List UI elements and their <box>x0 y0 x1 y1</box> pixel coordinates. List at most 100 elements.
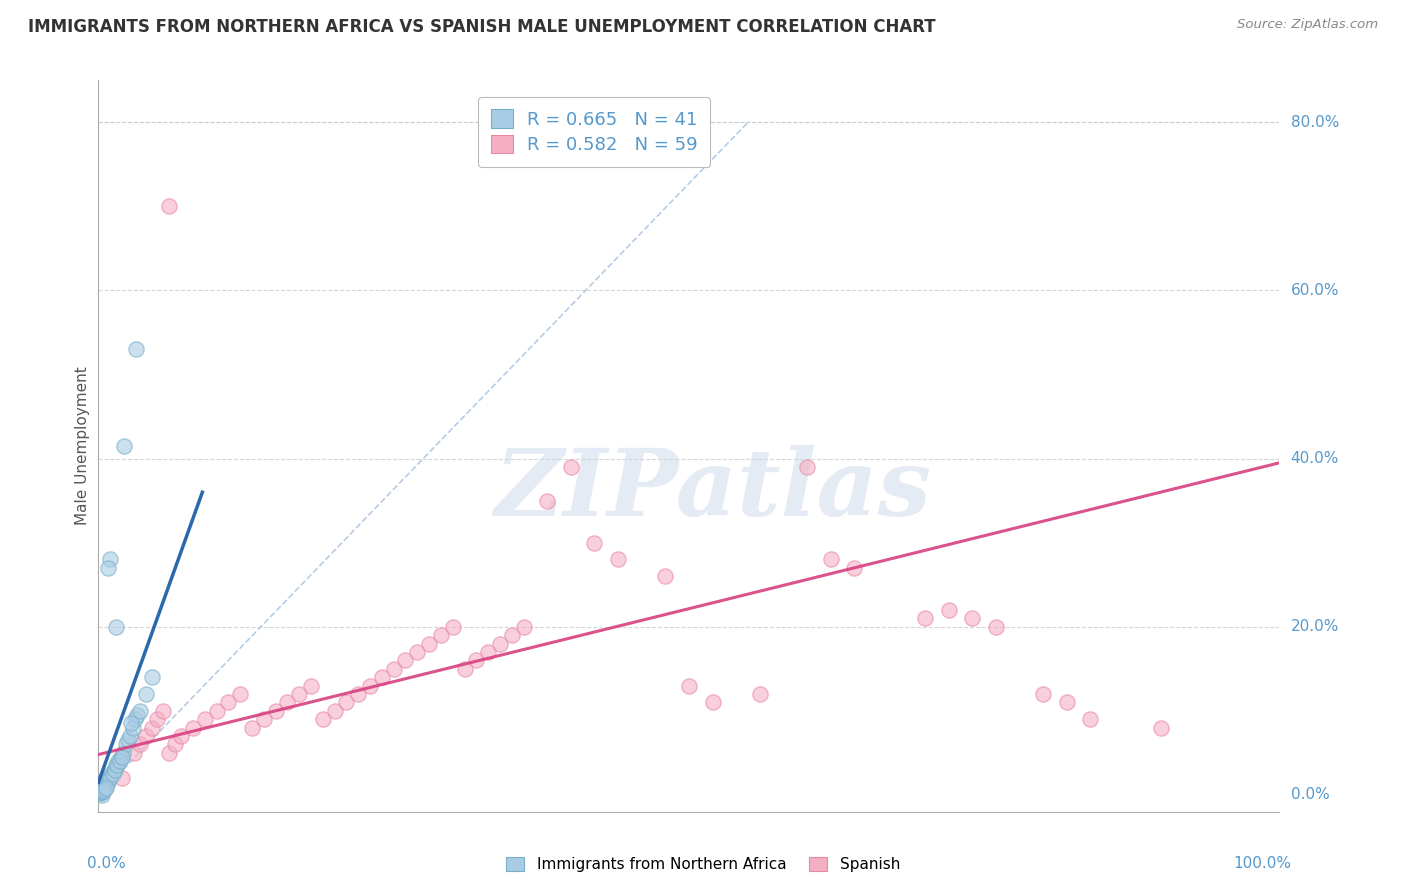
Point <box>165 738 187 752</box>
Point <box>90 783 112 797</box>
Point <box>104 763 127 777</box>
Point <box>288 687 311 701</box>
Point <box>418 636 440 650</box>
Point <box>394 653 416 667</box>
Point <box>93 782 115 797</box>
Point <box>844 561 866 575</box>
Y-axis label: Male Unemployment: Male Unemployment <box>75 367 90 525</box>
Point <box>124 712 146 726</box>
Point <box>217 695 239 709</box>
Point <box>114 738 136 752</box>
Point <box>702 695 724 709</box>
Point <box>512 620 534 634</box>
Point <box>276 695 298 709</box>
Point <box>489 636 512 650</box>
Text: Source: ZipAtlas.com: Source: ZipAtlas.com <box>1237 18 1378 31</box>
Point <box>107 754 129 768</box>
Point <box>938 603 960 617</box>
Point <box>194 712 217 726</box>
Point <box>914 611 936 625</box>
Point <box>141 721 163 735</box>
Point <box>607 552 630 566</box>
Text: 40.0%: 40.0% <box>1291 451 1339 467</box>
Point <box>108 754 131 768</box>
Point <box>240 721 263 735</box>
Point <box>820 552 842 566</box>
Text: 0.0%: 0.0% <box>1291 788 1329 803</box>
Point <box>253 712 276 726</box>
Point <box>430 628 453 642</box>
Point <box>382 662 405 676</box>
Text: 0.0%: 0.0% <box>87 855 125 871</box>
Point <box>90 785 112 799</box>
Point <box>984 620 1007 634</box>
Point <box>501 628 523 642</box>
Point <box>98 552 121 566</box>
Point <box>112 439 135 453</box>
Point <box>96 775 118 789</box>
Point <box>93 780 115 794</box>
Point <box>121 721 143 735</box>
Point <box>796 460 818 475</box>
Point <box>406 645 429 659</box>
Point <box>157 746 180 760</box>
Point <box>100 767 122 781</box>
Point <box>312 712 335 726</box>
Point <box>91 784 114 798</box>
Legend: R = 0.665   N = 41, R = 0.582   N = 59: R = 0.665 N = 41, R = 0.582 N = 59 <box>478 96 710 167</box>
Point <box>97 775 120 789</box>
Point <box>111 750 134 764</box>
Point <box>962 611 984 625</box>
Point <box>127 708 149 723</box>
Point <box>1150 721 1173 735</box>
Point <box>536 493 558 508</box>
Text: ZIPatlas: ZIPatlas <box>494 445 931 535</box>
Point <box>335 695 357 709</box>
Point <box>97 561 120 575</box>
Point <box>157 199 180 213</box>
Point <box>1080 712 1102 726</box>
Point <box>560 460 582 475</box>
Point <box>654 569 676 583</box>
Point <box>98 771 121 785</box>
Point <box>264 704 287 718</box>
Point <box>323 704 346 718</box>
Point <box>170 729 193 743</box>
Point <box>91 783 114 797</box>
Point <box>98 771 121 785</box>
Point <box>477 645 499 659</box>
Point <box>371 670 394 684</box>
Point <box>748 687 770 701</box>
Point <box>89 786 111 800</box>
Point <box>112 746 135 760</box>
Text: 100.0%: 100.0% <box>1233 855 1291 871</box>
Point <box>181 721 204 735</box>
Point <box>125 343 148 357</box>
Point <box>678 679 700 693</box>
Point <box>128 738 150 752</box>
Point <box>141 670 163 684</box>
Point <box>120 729 142 743</box>
Point <box>110 750 132 764</box>
Point <box>229 687 252 701</box>
Point <box>117 733 139 747</box>
Point <box>94 780 117 794</box>
Point <box>359 679 381 693</box>
Point <box>105 620 128 634</box>
Point <box>152 704 174 718</box>
Text: 60.0%: 60.0% <box>1291 283 1339 298</box>
Point <box>205 704 228 718</box>
Text: 80.0%: 80.0% <box>1291 115 1339 130</box>
Point <box>135 729 157 743</box>
Point <box>105 758 128 772</box>
Point <box>91 781 114 796</box>
Point <box>1032 687 1054 701</box>
Point <box>299 679 322 693</box>
Point <box>135 687 157 701</box>
Point <box>128 704 150 718</box>
Text: IMMIGRANTS FROM NORTHERN AFRICA VS SPANISH MALE UNEMPLOYMENT CORRELATION CHART: IMMIGRANTS FROM NORTHERN AFRICA VS SPANI… <box>28 18 936 36</box>
Legend: Immigrants from Northern Africa, Spanish: Immigrants from Northern Africa, Spanish <box>498 849 908 880</box>
Text: 20.0%: 20.0% <box>1291 619 1339 634</box>
Point <box>91 788 114 802</box>
Point <box>465 653 488 667</box>
